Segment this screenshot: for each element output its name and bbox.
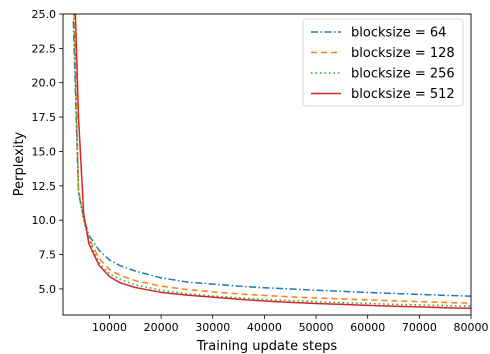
y-tick-label: 22.5 bbox=[32, 42, 57, 55]
legend: blocksize = 64 blocksize = 128 blocksize =… bbox=[302, 18, 464, 107]
y-axis-label: Perplexity bbox=[12, 131, 27, 196]
series-line-3 bbox=[72, 14, 471, 307]
x-tick-label: 30000 bbox=[195, 321, 230, 334]
legend-label-1: blocksize = 64 bbox=[351, 26, 446, 41]
series-layer bbox=[72, 14, 471, 310]
x-axis-label: Training update steps bbox=[196, 339, 337, 354]
y-tick-label: 15.0 bbox=[32, 145, 57, 158]
legend-label-4: blocksize = 512 bbox=[351, 87, 455, 102]
x-tick-label: 70000 bbox=[402, 321, 437, 334]
y-tick-label: 10.0 bbox=[32, 214, 57, 227]
x-tick-label: 60000 bbox=[350, 321, 385, 334]
series-line-1 bbox=[72, 20, 471, 297]
plot-frame bbox=[62, 13, 472, 316]
x-tick-label: 20000 bbox=[144, 321, 179, 334]
y-tick-label: 25.0 bbox=[32, 8, 57, 21]
x-tick-label: 50000 bbox=[299, 321, 334, 334]
y-tick-label: 20.0 bbox=[32, 77, 57, 90]
series-line-2 bbox=[73, 14, 471, 304]
y-tick-label: 5.0 bbox=[39, 283, 57, 296]
x-tick-label: 80000 bbox=[454, 321, 489, 334]
ticks-layer: 10000 20000 30000 40000 50000 60000 70000 80000… bbox=[32, 8, 489, 334]
y-tick-label: 12.5 bbox=[32, 180, 57, 193]
series-line-4 bbox=[74, 14, 471, 310]
y-tick-label: 17.5 bbox=[32, 111, 57, 124]
y-tick-label: 7.5 bbox=[39, 249, 57, 262]
x-tick-label: 40000 bbox=[247, 321, 282, 334]
legend-label-2: blocksize = 128 bbox=[351, 46, 455, 61]
legend-box bbox=[302, 18, 464, 107]
legend-label-3: blocksize = 256 bbox=[351, 67, 455, 82]
x-tick-label: 10000 bbox=[92, 321, 127, 334]
